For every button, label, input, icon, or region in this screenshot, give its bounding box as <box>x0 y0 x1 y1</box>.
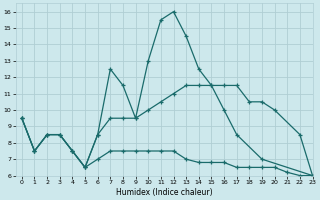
X-axis label: Humidex (Indice chaleur): Humidex (Indice chaleur) <box>116 188 212 197</box>
